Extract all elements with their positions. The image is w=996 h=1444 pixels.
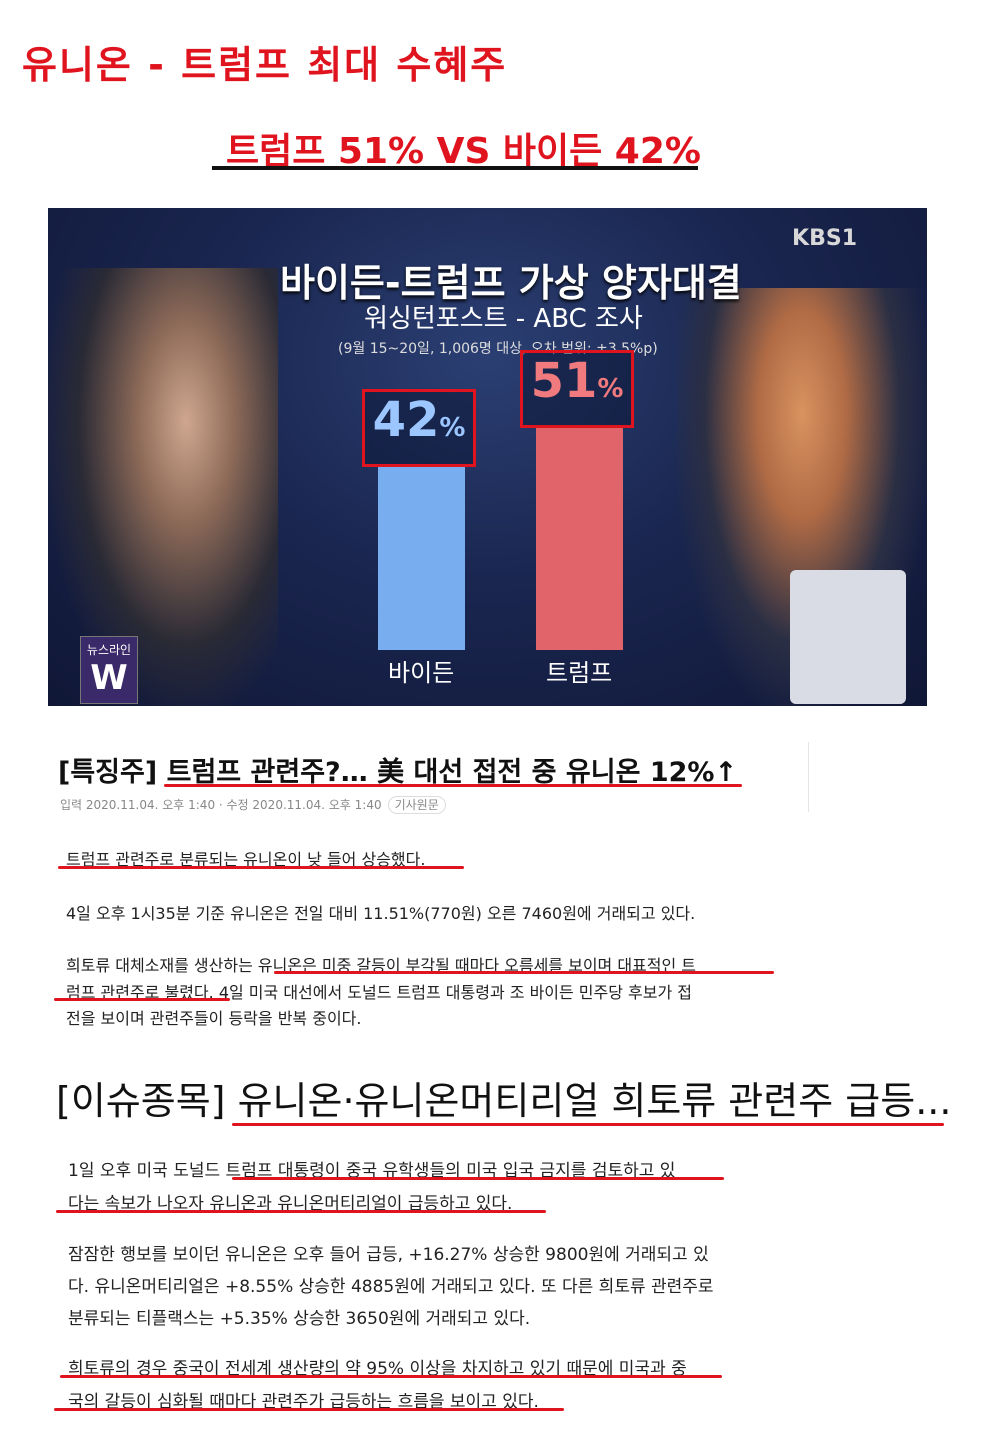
bar-value-label: 51%	[520, 350, 634, 429]
bar-name: 바이든	[388, 659, 455, 687]
article1-paragraph: 4일 오후 1시35분 기준 유니온은 전일 대비 11.51%(770원) 오…	[66, 904, 696, 923]
article1-paragraph: 트럼프 관련주로 분류되는 유니온이 낮 들어 상승했다.	[66, 850, 426, 869]
broadcaster-logo: KBS1	[792, 226, 857, 251]
bar-name: 트럼프	[546, 659, 613, 687]
image-subtitle: 워싱턴포스트 - ABC 조사	[364, 304, 643, 334]
bar-trump	[536, 428, 623, 650]
image-title: 바이든-트럼프 가상 양자대결	[280, 261, 742, 305]
article2-paragraph-line: 다. 유니온머티리얼은 +8.55% 상승한 4885원에 거래되고 있다. 또…	[68, 1277, 714, 1297]
biden-photo	[48, 268, 278, 706]
article2-paragraph-line: 1일 오후 미국 도널드 트럼프 대통령이 중국 유학생들의 미국 입국 금지를…	[68, 1161, 676, 1181]
newsline-logo: 뉴스라인 W	[80, 636, 138, 704]
sign-language-interpreter	[790, 570, 906, 704]
article1-meta: 입력 2020.11.04. 오후 1:40 · 수정 2020.11.04. …	[60, 796, 446, 814]
article2-paragraph-line: 희토류의 경우 중국이 전세계 생산량의 약 95% 이상을 차지하고 있기 때…	[68, 1359, 687, 1379]
article2-headline[interactable]: [이슈종목] 유니온·유니온머티리얼 희토류 관련주 급등...	[56, 1070, 951, 1125]
article1-paragraph-line: 전을 보이며 관련주들이 등락을 반복 중이다.	[66, 1009, 362, 1028]
news-image: KBS1 바이든-트럼프 가상 양자대결 워싱턴포스트 - ABC 조사 (9월…	[48, 208, 927, 706]
article2-paragraph-line: 다는 속보가 나오자 유니온과 유니온머티리얼이 급등하고 있다.	[68, 1194, 513, 1214]
page-title: 유니온 - 트럼프 최대 수혜주	[22, 43, 508, 87]
article2-headline-text: 유니온·유니온머티리얼 희토류 관련주 급등...	[237, 1079, 952, 1123]
article2-paragraph-line: 잠잠한 행보를 보이던 유니온은 오후 들어 급등, +16.27% 상승한 9…	[68, 1245, 709, 1265]
article2-tag: [이슈종목]	[56, 1079, 226, 1123]
subtitle-underline	[212, 166, 698, 170]
article1-headline-text: 트럼프 관련주?… 美 대선 접전 중 유니온 12%↑	[166, 757, 738, 788]
article2-paragraph-line: 분류되는 티플랙스는 +5.35% 상승한 3650원에 거래되고 있다.	[68, 1309, 531, 1329]
article1-headline[interactable]: [특징주] 트럼프 관련주?… 美 대선 접전 중 유니온 12%↑	[58, 750, 737, 789]
source-button[interactable]: 기사원문	[387, 796, 446, 814]
bar-value-label: 42%	[362, 389, 476, 468]
article2-paragraph-line: 국의 갈등이 심화될 때마다 관련주가 급등하는 흐름을 보이고 있다.	[68, 1392, 539, 1412]
article1-paragraph-line: 희토류 대체소재를 생산하는 유니온은 미중 갈등이 부각될 때마다 오름세를 …	[66, 956, 697, 975]
bar-biden	[378, 467, 465, 650]
article1-date: 입력 2020.11.04. 오후 1:40 · 수정 2020.11.04. …	[60, 798, 382, 812]
article1-tag: [특징주]	[58, 757, 158, 788]
article1-paragraph-line: 럼프 관련주로 불렸다. 4일 미국 대선에서 도널드 트럼프 대통령과 조 바…	[66, 983, 693, 1002]
page-subtitle: 트럼프 51% VS 바이든 42%	[226, 131, 701, 172]
logo-text: 뉴스라인	[86, 643, 132, 657]
